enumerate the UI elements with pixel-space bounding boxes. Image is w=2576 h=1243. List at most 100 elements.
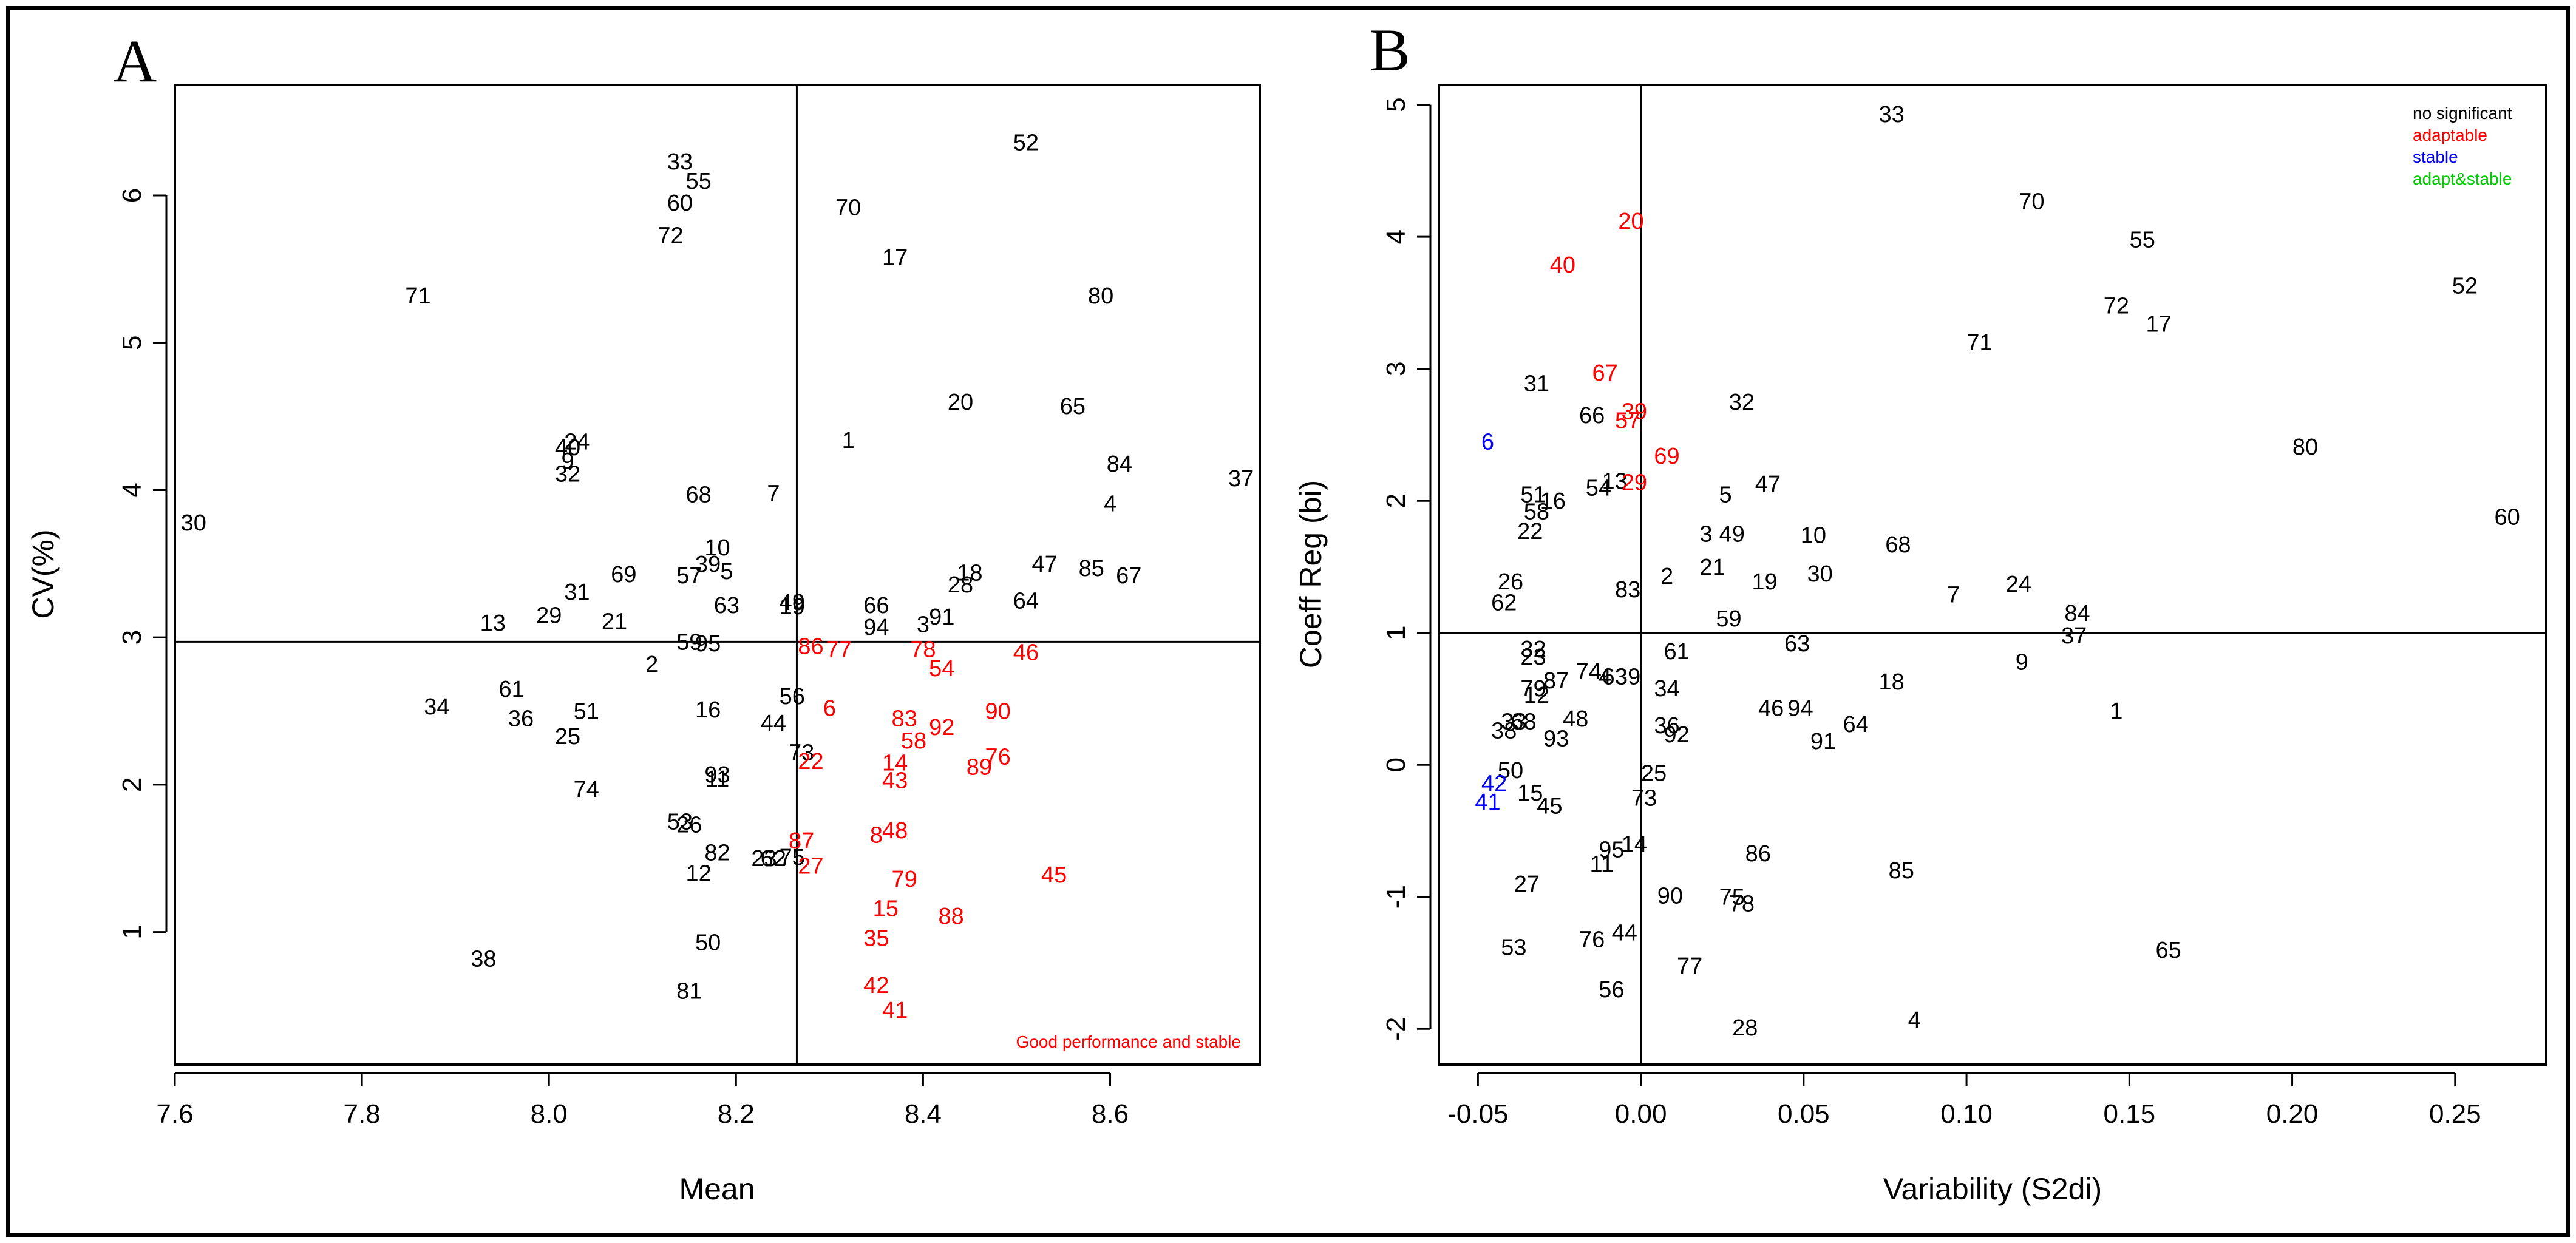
data-point-label: 25 <box>555 724 580 750</box>
data-point-label: 42 <box>1481 771 1507 797</box>
data-point-label: 79 <box>1520 676 1546 702</box>
data-point-label: 34 <box>424 694 449 720</box>
data-point-label: 88 <box>938 904 963 929</box>
data-point-label: 43 <box>882 768 908 794</box>
data-point-label: 62 <box>1491 591 1517 616</box>
data-point-label: 54 <box>1586 475 1611 501</box>
data-point-label: 45 <box>1041 862 1067 888</box>
data-point-label: 74 <box>574 777 599 802</box>
data-point-label: 32 <box>1729 390 1755 415</box>
panel-b-plot-box <box>1438 84 2547 1066</box>
data-point-label: 55 <box>686 169 712 194</box>
panel-b-x-axis: -0.05 0.00 0.05 0.10 0.15 0.20 0.25 <box>1447 1072 2481 1129</box>
data-point-label: 31 <box>1524 371 1549 397</box>
data-point-label: 49 <box>780 590 805 615</box>
data-point-label: 61 <box>498 677 524 702</box>
data-point-label: 8 <box>870 822 883 848</box>
data-point-label: 30 <box>181 510 206 536</box>
data-point-label: 77 <box>1677 953 1702 979</box>
data-point-label: 54 <box>929 656 954 682</box>
data-point-label: 73 <box>1631 786 1657 811</box>
panel-a-x-axis: 7.6 7.8 8.0 8.2 8.4 8.6 <box>156 1072 1129 1129</box>
legend-entry: adapt&stable <box>2413 169 2512 188</box>
data-point-label: 68 <box>1885 532 1911 558</box>
data-point-label: 82 <box>704 841 730 866</box>
panel-a-plot-box <box>174 84 1261 1066</box>
data-point-label: 49 <box>1719 522 1745 547</box>
data-point-label: 32 <box>555 462 580 487</box>
data-point-label: 39 <box>1615 664 1640 689</box>
data-point-label: 14 <box>882 750 908 776</box>
y-tick-label: 1 <box>117 924 147 939</box>
data-point-label: 91 <box>929 605 954 630</box>
data-point-label: 24 <box>564 429 590 455</box>
data-point-label: 80 <box>1088 283 1113 309</box>
data-point-label: 74 <box>1576 659 1602 685</box>
data-point-label: 31 <box>564 580 590 605</box>
data-point-label: 4 <box>1104 491 1116 517</box>
data-point-label: 67 <box>1592 361 1617 386</box>
panel-a-y-title: CV(%) <box>26 529 60 618</box>
data-point-label: 86 <box>798 634 823 660</box>
data-point-label: 81 <box>676 979 702 1004</box>
data-point-label: 68 <box>1511 709 1536 734</box>
x-tick-label: 0.25 <box>2429 1099 2481 1129</box>
data-point-label: 85 <box>1889 858 1914 884</box>
data-point-label: 72 <box>2104 293 2129 319</box>
legend-entry: no significant <box>2413 104 2512 123</box>
data-point-label: 51 <box>574 699 599 725</box>
data-point-label: 48 <box>1563 706 1588 732</box>
y-tick-label: 1 <box>1381 625 1411 640</box>
data-point-label: 26 <box>676 812 702 838</box>
data-point-label: 9 <box>561 449 574 474</box>
data-point-label: 57 <box>676 563 702 589</box>
x-tick-label: 7.6 <box>156 1099 193 1129</box>
data-point-label: 59 <box>676 629 702 655</box>
panel-b-legend: no significant adaptable stable adapt&stabl… <box>2413 104 2512 188</box>
data-point-label: 72 <box>658 223 683 249</box>
data-point-label: 17 <box>882 245 908 271</box>
data-point-label: 60 <box>2494 504 2520 530</box>
panel-b-letter: B <box>1370 16 1410 84</box>
y-tick-label: 6 <box>117 188 147 203</box>
data-point-label: 16 <box>1540 489 1566 514</box>
panel-a-annotation: Good performance and stable <box>1016 1032 1241 1051</box>
y-tick-label: 4 <box>1381 229 1411 244</box>
data-point-label: 10 <box>1801 523 1826 549</box>
data-point-label: 3 <box>917 612 929 637</box>
data-point-label: 3 <box>1699 522 1712 547</box>
data-point-label: 23 <box>1520 645 1546 670</box>
data-point-label: 90 <box>1657 884 1683 909</box>
data-point-label: 56 <box>1599 977 1624 1003</box>
panel-b-y-title: Coeff Reg (bi) <box>1294 480 1328 668</box>
data-point-label: 41 <box>882 998 908 1023</box>
data-point-label: 62 <box>761 846 786 872</box>
data-point-label: 58 <box>1524 500 1549 525</box>
data-point-label: 70 <box>835 195 861 220</box>
data-point-label: 17 <box>2146 312 2171 337</box>
data-point-label: 67 <box>1116 563 1141 589</box>
data-point-label: 56 <box>780 684 805 710</box>
data-point-label: 53 <box>667 810 693 835</box>
data-point-label: 6 <box>1481 429 1494 455</box>
y-tick-label: 5 <box>1381 97 1411 112</box>
panel-a-reference-lines <box>175 85 1260 1065</box>
data-point-label: 70 <box>2019 189 2044 214</box>
y-tick-label: 3 <box>117 630 147 645</box>
y-tick-label: 4 <box>117 483 147 497</box>
data-point-label: 18 <box>957 560 982 586</box>
data-point-label: 69 <box>1654 444 1679 469</box>
data-point-label: 40 <box>1550 252 1575 278</box>
data-point-label: 12 <box>1524 683 1549 708</box>
data-point-label: 7 <box>1947 583 1960 608</box>
data-point-label: 85 <box>1079 556 1104 581</box>
data-point-label: 30 <box>1807 561 1833 587</box>
x-tick-label: 8.6 <box>1092 1099 1129 1129</box>
data-point-label: 84 <box>2064 601 2090 626</box>
data-point-label: 24 <box>2006 572 2031 597</box>
data-point-label: 76 <box>985 745 1011 770</box>
data-point-label: 78 <box>910 637 936 663</box>
data-point-label: 11 <box>705 767 729 792</box>
